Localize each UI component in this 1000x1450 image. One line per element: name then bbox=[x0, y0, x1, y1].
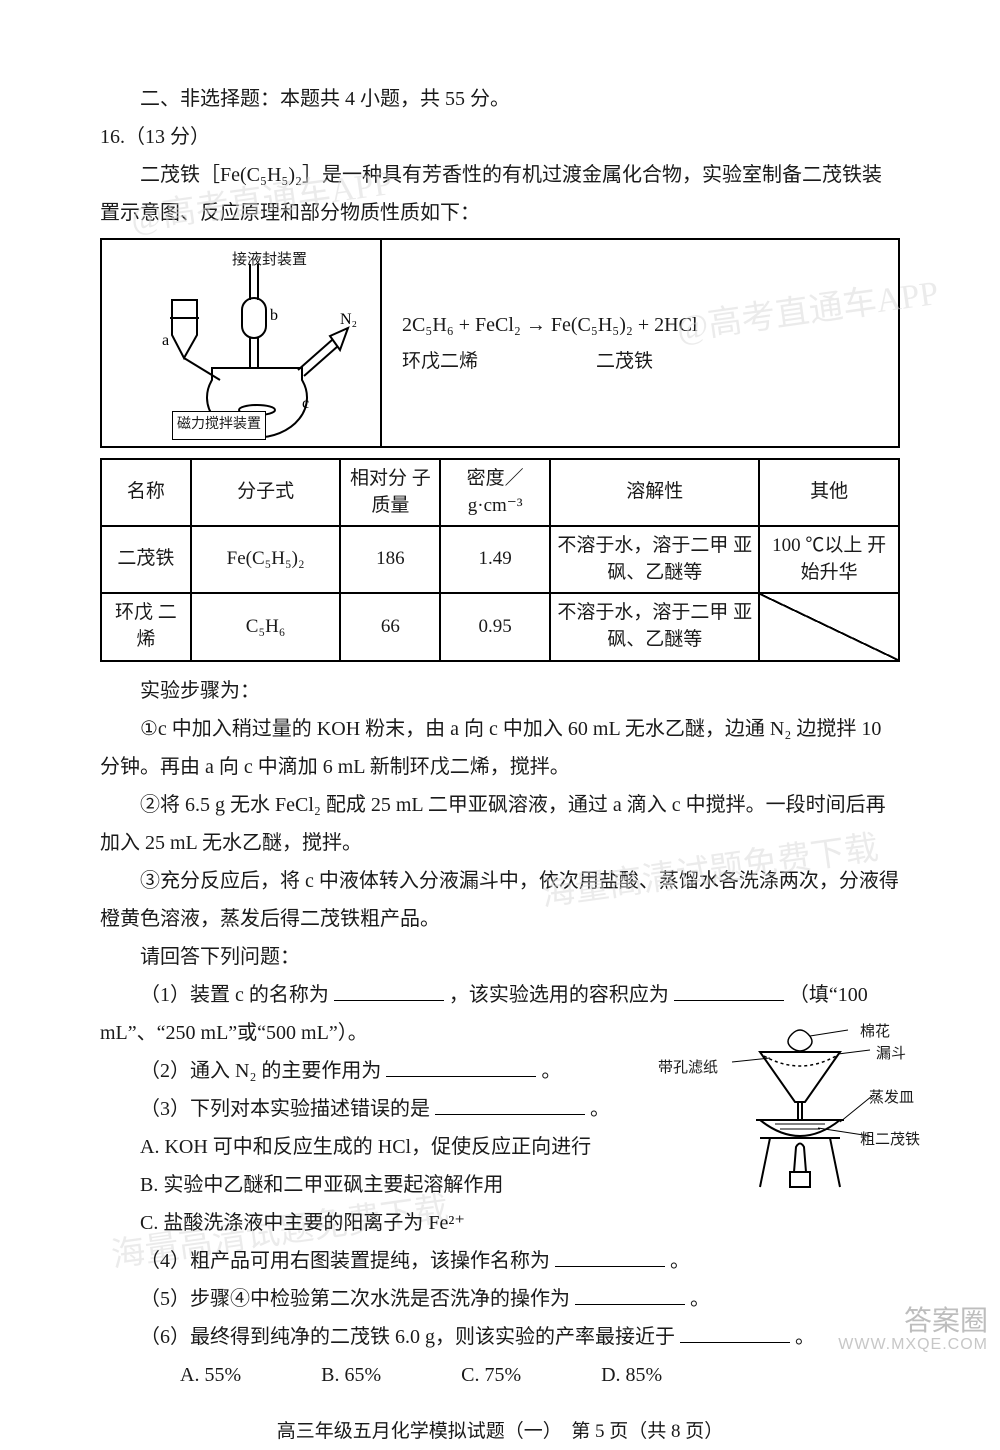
blank bbox=[674, 981, 784, 1001]
table-row: 名称 分子式 相对分 子质量 密度／ g·cm⁻³ 溶解性 其他 bbox=[101, 459, 899, 526]
cell: 0.95 bbox=[440, 593, 550, 660]
q5: （5）步骤④中检验第二次水洗是否洗净的操作为 。 bbox=[100, 1280, 900, 1318]
blank bbox=[575, 1285, 685, 1305]
exam-page: @高考直通车APP @高考直通车APP 海量高清试题免费下载 海量高清试题免费下… bbox=[0, 0, 1000, 1366]
apparatus-figure: 接液封装置 a b c bbox=[102, 240, 382, 446]
label-filter: 带孔滤纸 bbox=[658, 1054, 718, 1083]
steps-title: 实验步骤为： bbox=[100, 672, 900, 710]
product-name: 二茂铁 bbox=[596, 344, 653, 380]
cell: 186 bbox=[340, 526, 440, 593]
q6-opt-b: B. 65% bbox=[321, 1356, 381, 1394]
cell: 100 ℃以上 开始升华 bbox=[759, 526, 899, 593]
blank bbox=[386, 1057, 536, 1077]
q6-opt-d: D. 85% bbox=[601, 1356, 662, 1394]
q4-text-a: （4）粗产品可用右图装置提纯，该操作名称为 bbox=[140, 1250, 550, 1272]
q3-text-b: 。 bbox=[590, 1098, 610, 1120]
cell-empty bbox=[759, 593, 899, 660]
q2-text-b: 。 bbox=[541, 1060, 561, 1082]
reactant-name: 环戊二烯 bbox=[402, 344, 478, 380]
q3-option-a: A. KOH 可中和反应生成的 HCl，促使反应正向进行 bbox=[100, 1128, 720, 1166]
label-dish: 蒸发皿 bbox=[869, 1084, 914, 1113]
q6: （6）最终得到纯净的二茂铁 6.0 g，则该实验的产率最接近于 。 bbox=[100, 1318, 900, 1356]
liquid-seal-label: 接液封装置 bbox=[232, 246, 307, 275]
q5-text-b: 。 bbox=[690, 1288, 710, 1310]
q3-text-a: （3）下列对本实验描述错误的是 bbox=[140, 1098, 430, 1120]
th-solubility: 溶解性 bbox=[550, 459, 759, 526]
label-c: c bbox=[302, 395, 309, 412]
th-formula: 分子式 bbox=[191, 459, 341, 526]
answer-block: （1）装置 c 的名称为 ，该实验选用的容积应为 （填“100 mL”、“250… bbox=[100, 976, 900, 1394]
th-other: 其他 bbox=[759, 459, 899, 526]
label-crude: 粗二茂铁 bbox=[860, 1126, 920, 1155]
label-a: a bbox=[162, 332, 169, 349]
q6-text-b: 。 bbox=[795, 1326, 815, 1348]
blank bbox=[435, 1095, 585, 1115]
q3-option-c: C. 盐酸洗涤液中主要的阳离子为 Fe²⁺ bbox=[100, 1204, 720, 1242]
properties-table: 名称 分子式 相对分 子质量 密度／ g·cm⁻³ 溶解性 其他 二茂铁 Fe(… bbox=[100, 458, 900, 662]
q3-option-b: B. 实验中乙醚和二甲亚砜主要起溶解作用 bbox=[100, 1166, 720, 1204]
label-b: b bbox=[270, 307, 278, 324]
page-footer: 高三年级五月化学模拟试题（一） 第 5 页（共 8 页） bbox=[100, 1414, 900, 1450]
sublimation-diagram: 棉花 带孔滤纸 漏斗 蒸发皿 粗二茂铁 bbox=[720, 1012, 900, 1202]
reaction-equation: 2C₅H₆ + FeCl₂ → Fe(C₅H₅)₂ + 2HCl 环戊二烯 二茂… bbox=[382, 240, 898, 446]
blank bbox=[555, 1247, 665, 1267]
q6-text-a: （6）最终得到纯净的二茂铁 6.0 g，则该实验的产率最接近于 bbox=[140, 1326, 675, 1348]
table-row: 环戊 二烯 C₅H₆ 66 0.95 不溶于水，溶于二甲 亚砜、乙醚等 bbox=[101, 593, 899, 660]
q6-opt-a: A. 55% bbox=[180, 1356, 241, 1394]
answer-prompt: 请回答下列问题： bbox=[100, 938, 900, 976]
cell: 二茂铁 bbox=[101, 526, 191, 593]
blank bbox=[680, 1323, 790, 1343]
cell: 不溶于水，溶于二甲 亚砜、乙醚等 bbox=[550, 593, 759, 660]
stirrer-label: 磁力搅拌装置 bbox=[172, 411, 266, 440]
step-2: ②将 6.5 g 无水 FeCl₂ 配成 25 mL 二甲亚砜溶液，通过 a 滴… bbox=[100, 786, 900, 862]
label-n2: N₂ bbox=[340, 311, 357, 328]
cell: 1.49 bbox=[440, 526, 550, 593]
th-name: 名称 bbox=[101, 459, 191, 526]
q1-text-a: （1）装置 c 的名称为 bbox=[140, 984, 329, 1006]
q2-text-a: （2）通入 N₂ 的主要作用为 bbox=[140, 1060, 381, 1082]
label-funnel: 漏斗 bbox=[876, 1040, 906, 1069]
table-row: 二茂铁 Fe(C₅H₅)₂ 186 1.49 不溶于水，溶于二甲 亚砜、乙醚等 … bbox=[101, 526, 899, 593]
cell: Fe(C₅H₅)₂ bbox=[191, 526, 341, 593]
section-heading: 二、非选择题：本题共 4 小题，共 55 分。 bbox=[100, 80, 900, 118]
step-1: ①c 中加入稍过量的 KOH 粉末，由 a 向 c 中加入 60 mL 无水乙醚… bbox=[100, 710, 900, 786]
q4-text-b: 。 bbox=[670, 1250, 690, 1272]
intro-text: 二茂铁［Fe(C₅H₅)₂］是一种具有芳香性的有机过渡金属化合物，实验室制备二茂… bbox=[100, 156, 900, 232]
question-number: 16.（13 分） bbox=[100, 118, 900, 156]
q5-text-a: （5）步骤④中检验第二次水洗是否洗净的操作为 bbox=[140, 1288, 570, 1310]
q1-text-b: ，该实验选用的容积应为 bbox=[449, 984, 669, 1006]
th-density: 密度／ g·cm⁻³ bbox=[440, 459, 550, 526]
blank bbox=[334, 981, 444, 1001]
th-mass: 相对分 子质量 bbox=[340, 459, 440, 526]
step-3: ③充分反应后，将 c 中液体转入分液漏斗中，依次用盐酸、蒸馏水各洗涤两次，分液得… bbox=[100, 862, 900, 938]
q6-options: A. 55% B. 65% C. 75% D. 85% bbox=[100, 1356, 900, 1394]
apparatus-diagram-box: 接液封装置 a b c bbox=[100, 238, 900, 448]
cell: 不溶于水，溶于二甲 亚砜、乙醚等 bbox=[550, 526, 759, 593]
cell: 66 bbox=[340, 593, 440, 660]
cell: 环戊 二烯 bbox=[101, 593, 191, 660]
q4: （4）粗产品可用右图装置提纯，该操作名称为 。 bbox=[100, 1242, 720, 1280]
q6-opt-c: C. 75% bbox=[461, 1356, 521, 1394]
cell: C₅H₆ bbox=[191, 593, 341, 660]
equation-text: 2C₅H₆ + FeCl₂ → Fe(C₅H₅)₂ + 2HCl bbox=[402, 306, 898, 344]
